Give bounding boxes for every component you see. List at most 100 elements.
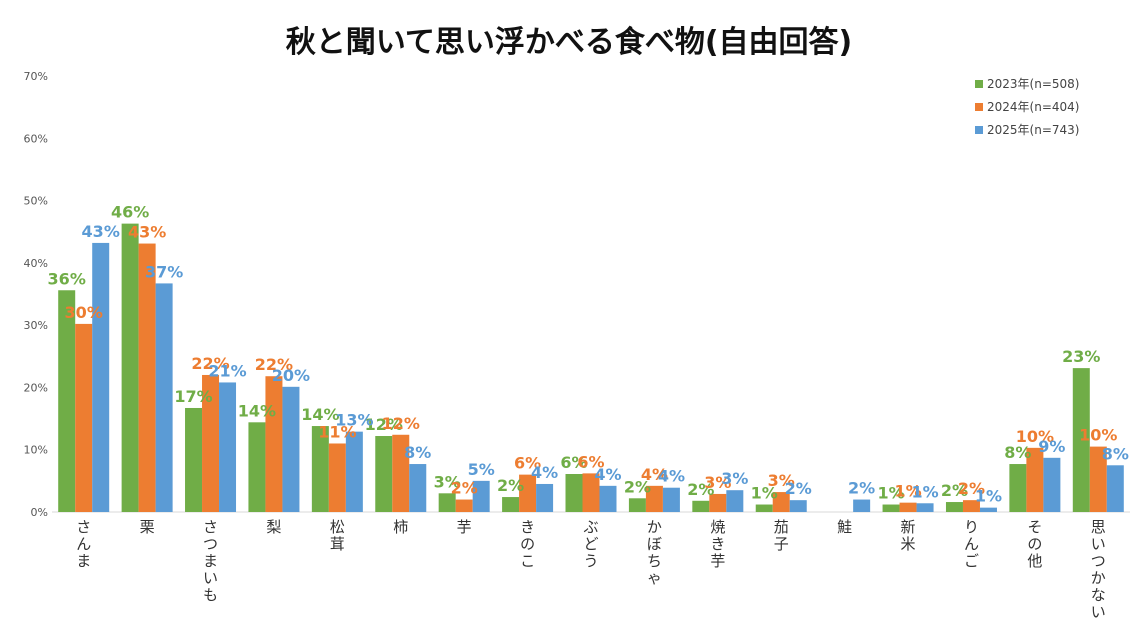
data-label: 4% (658, 467, 685, 486)
bar-1-9 (645, 485, 663, 512)
data-label: 8% (1102, 444, 1129, 463)
bar-1-0 (75, 323, 93, 512)
category-char: 思 (1091, 518, 1106, 536)
data-label: 2% (497, 476, 524, 495)
data-label: 3% (434, 472, 461, 491)
category-label: 思いつかない (1091, 518, 1106, 621)
bar-1-13 (899, 502, 917, 512)
category-char: ち (647, 552, 662, 570)
data-label: 8% (404, 443, 431, 462)
data-label: 6% (577, 452, 604, 471)
category-char: ん (964, 535, 979, 553)
data-label: 2% (624, 477, 651, 496)
category-label: 鮭 (837, 518, 852, 536)
category-char: 茄 (774, 518, 789, 536)
y-tick-label: 60% (24, 132, 48, 145)
category-char: そ (1027, 518, 1042, 536)
bar-2-14 (979, 507, 997, 512)
data-label: 10% (1079, 426, 1117, 445)
category-char: ん (76, 535, 91, 553)
legend-swatch-2 (975, 126, 983, 134)
data-label: 6% (560, 453, 587, 472)
data-label: 43% (82, 222, 120, 241)
category-label: 松茸 (330, 518, 345, 553)
data-label: 17% (174, 387, 212, 406)
bar-0-1 (121, 223, 139, 513)
category-char: 芋 (710, 552, 725, 570)
bar-0-7 (502, 497, 520, 512)
bar-0-2 (185, 407, 203, 512)
bar-2-0 (92, 242, 110, 512)
bar-2-16 (1106, 465, 1124, 512)
bar-2-2 (219, 382, 237, 512)
data-label: 22% (191, 354, 229, 373)
bar-0-8 (565, 474, 583, 512)
category-char: の (520, 535, 535, 553)
bar-2-9 (662, 487, 680, 512)
data-label: 13% (335, 411, 373, 430)
category-char: ど (583, 535, 598, 553)
bar-2-10 (726, 490, 744, 512)
bar-0-16 (1072, 368, 1090, 512)
bars (58, 223, 1124, 513)
bar-0-13 (882, 504, 900, 512)
bar-2-1 (155, 283, 173, 512)
data-label: 11% (318, 422, 356, 441)
category-label: りんご (964, 518, 979, 570)
category-label: かぼちゃ (647, 518, 662, 587)
category-char: き (520, 518, 535, 536)
data-label: 1% (975, 487, 1002, 506)
category-char: つ (1091, 552, 1106, 570)
category-label: 栗 (140, 518, 155, 536)
category-char: 栗 (140, 518, 155, 536)
bar-2-8 (599, 485, 617, 512)
category-char: り (964, 518, 979, 536)
bar-0-6 (438, 493, 456, 512)
category-char: ま (76, 552, 91, 570)
data-label: 3% (768, 471, 795, 490)
category-char: ま (203, 552, 218, 570)
y-tick-label: 40% (24, 257, 48, 270)
category-label: その他 (1027, 518, 1042, 570)
data-label: 2% (848, 479, 875, 498)
data-label: 43% (128, 223, 166, 242)
legend-label: 2024年(n=404) (987, 100, 1079, 114)
bar-1-8 (582, 473, 600, 512)
category-char: い (1091, 535, 1106, 553)
bar-1-3 (265, 376, 283, 512)
y-tick-label: 0% (31, 506, 48, 519)
legend-swatch-0 (975, 80, 983, 88)
category-label: 焼き芋 (710, 518, 725, 570)
data-label: 12% (382, 414, 420, 433)
bar-0-4 (311, 426, 329, 512)
bar-0-9 (628, 498, 646, 512)
data-label: 14% (238, 401, 276, 420)
bar-1-1 (138, 243, 156, 512)
data-label: 1% (751, 484, 778, 503)
category-label: ぶどう (583, 518, 598, 570)
category-char: 他 (1027, 552, 1042, 570)
legend: 2023年(n=508) 2024年(n=404) 2025年(n=743) (975, 77, 1079, 137)
data-label: 4% (531, 463, 558, 482)
bar-2-5 (409, 464, 427, 512)
category-char: 梨 (266, 518, 281, 536)
bar-0-11 (755, 504, 773, 512)
category-char: さ (203, 518, 218, 536)
y-tick-label: 50% (24, 195, 48, 208)
category-char: い (1091, 603, 1106, 621)
category-label: さつまいも (203, 518, 218, 604)
category-char: 茸 (330, 535, 345, 553)
category-char: こ (520, 552, 535, 570)
y-tick-label: 10% (24, 444, 48, 457)
bar-2-7 (536, 483, 554, 512)
data-label: 3% (704, 473, 731, 492)
category-char: 焼 (710, 518, 725, 536)
bar-1-16 (1089, 446, 1107, 512)
bar-0-10 (692, 500, 710, 512)
category-char: ぼ (647, 535, 662, 553)
bar-0-15 (1009, 464, 1027, 512)
data-label: 46% (111, 203, 149, 222)
category-char: 松 (330, 518, 345, 536)
